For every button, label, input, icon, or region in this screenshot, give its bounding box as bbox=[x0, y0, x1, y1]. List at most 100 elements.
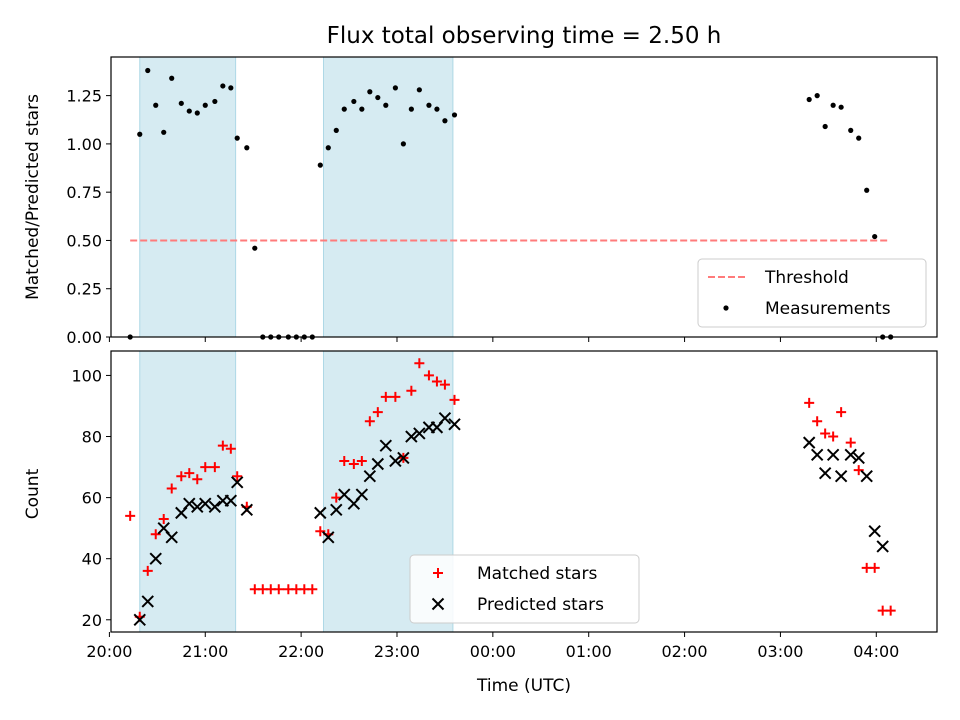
bottom-matched-stars-point-50 bbox=[885, 605, 896, 616]
top-measurements-point-15 bbox=[252, 245, 258, 251]
top-y-tick-label-0: 0.00 bbox=[66, 328, 102, 347]
top-measurements-point-27 bbox=[351, 98, 357, 105]
bottom-matched-stars-point-45 bbox=[845, 437, 856, 448]
bottom-matched-stars-point-9 bbox=[200, 462, 211, 473]
bottom-matched-stars-point-48 bbox=[869, 562, 880, 573]
top-measurements-point-26 bbox=[341, 106, 347, 112]
top-measurements-point-33 bbox=[400, 141, 406, 147]
top-y-tick-label-3: 0.75 bbox=[66, 183, 102, 202]
bottom-matched-stars-point-13 bbox=[232, 471, 243, 482]
bottom-y-tick-label-2: 60 bbox=[82, 489, 102, 508]
top-y-tick-label-5: 1.25 bbox=[66, 87, 102, 106]
bottom-matched-stars-point-37 bbox=[431, 376, 442, 387]
top-legend-label-measurements: Measurements bbox=[765, 299, 891, 319]
top-measurements-point-36 bbox=[426, 102, 432, 108]
bottom-matched-stars-point-8 bbox=[192, 474, 203, 485]
bottom-y-tick-label-1: 40 bbox=[82, 550, 102, 569]
top-measurements-point-28 bbox=[359, 106, 365, 112]
bottom-y-tick-label-4: 100 bbox=[71, 366, 102, 385]
bottom-predicted-stars-point-32 bbox=[810, 448, 824, 462]
bottom-predicted-stars-point-31 bbox=[802, 436, 816, 449]
top-measurements-point-24 bbox=[325, 145, 331, 151]
top-measurements-point-9 bbox=[202, 102, 208, 108]
bottom-legend-handle-matched-stars bbox=[433, 568, 443, 578]
top-y-axis-label: Matched/Predicted stars bbox=[23, 94, 43, 300]
top-measurements-point-42 bbox=[822, 123, 828, 130]
bottom-matched-stars-point-7 bbox=[184, 468, 195, 479]
bottom-x-tick-label-7: 03:00 bbox=[757, 642, 803, 661]
top-measurements-point-44 bbox=[838, 104, 844, 110]
bottom-x-tick-label-0: 20:00 bbox=[86, 642, 132, 661]
bottom-matched-stars-point-35 bbox=[414, 358, 425, 369]
bottom-matched-stars-point-12 bbox=[225, 443, 236, 454]
bottom-matched-stars-point-3 bbox=[150, 529, 161, 540]
bottom-y-axis-label: Count bbox=[23, 468, 43, 519]
top-measurements-point-7 bbox=[186, 108, 192, 114]
top-legend-handle-measurements bbox=[723, 305, 729, 311]
bottom-matched-stars-point-36 bbox=[423, 370, 434, 381]
bottom-matched-stars-point-28 bbox=[356, 455, 367, 466]
bottom-x-tick-label-4: 00:00 bbox=[470, 642, 516, 661]
bottom-legend-handle-predicted-stars bbox=[431, 597, 445, 611]
bottom-matched-stars-point-10 bbox=[209, 462, 220, 473]
bottom-predicted-stars-point-38 bbox=[860, 470, 873, 483]
bottom-matched-stars-point-40 bbox=[804, 397, 815, 408]
bottom-matched-stars-point-25 bbox=[331, 492, 342, 503]
top-measurements-point-12 bbox=[228, 85, 234, 91]
top-measurements-point-29 bbox=[367, 89, 373, 95]
top-measurements-point-2 bbox=[145, 67, 151, 74]
bottom-matched-stars-point-22 bbox=[307, 584, 318, 595]
bottom-predicted-stars-point-9 bbox=[208, 500, 222, 513]
bottom-predicted-stars-point-35 bbox=[834, 470, 848, 483]
top-measurements-point-3 bbox=[153, 102, 159, 108]
top-measurements-point-31 bbox=[383, 102, 389, 108]
chart-title: Flux total observing time = 2.50 h bbox=[327, 23, 722, 49]
bottom-matched-stars-point-44 bbox=[836, 407, 847, 418]
top-axes-frame bbox=[110, 56, 938, 338]
top-measurements-point-1 bbox=[137, 131, 143, 137]
top-measurements-point-5 bbox=[169, 75, 175, 81]
bottom-predicted-stars-point-29 bbox=[438, 411, 452, 425]
bottom-y-tick-label-0: 20 bbox=[82, 611, 102, 630]
top-measurements-point-4 bbox=[161, 129, 167, 135]
bottom-matched-stars-point-29 bbox=[364, 416, 375, 427]
bottom-predicted-stars-point-33 bbox=[818, 466, 832, 480]
bottom-matched-stars-point-6 bbox=[176, 471, 187, 482]
top-legend: Threshold Measurements bbox=[697, 258, 927, 328]
top-shaded-interval-1 bbox=[322, 56, 454, 338]
bottom-shaded-interval-0 bbox=[139, 350, 237, 633]
bottom-matched-stars-point-11 bbox=[217, 440, 228, 451]
bottom-matched-stars-point-2 bbox=[142, 565, 153, 576]
top-measurements-point-37 bbox=[434, 106, 440, 112]
bottom-legend-box bbox=[409, 554, 640, 624]
bottom-predicted-stars-point-7 bbox=[191, 500, 204, 513]
bottom-matched-stars-point-43 bbox=[828, 431, 839, 442]
top-y-tick-label-1: 0.25 bbox=[66, 280, 102, 299]
bottom-predicted-stars-point-22 bbox=[379, 439, 393, 452]
bottom-predicted-stars-point-37 bbox=[852, 451, 865, 465]
bottom-predicted-stars-point-24 bbox=[397, 451, 410, 465]
top-measurements-point-32 bbox=[392, 85, 398, 91]
bottom-matched-stars-point-31 bbox=[380, 391, 391, 402]
bottom-matched-stars-point-4 bbox=[158, 513, 169, 524]
bottom-predicted-stars-point-26 bbox=[413, 427, 426, 440]
bottom-x-tick-label-2: 22:00 bbox=[278, 642, 324, 661]
top-measurements-point-40 bbox=[806, 96, 812, 103]
bottom-predicted-stars-point-2 bbox=[149, 552, 162, 565]
bottom-matched-stars-point-32 bbox=[390, 391, 401, 402]
bottom-predicted-stars-point-34 bbox=[826, 448, 840, 462]
top-measurements-point-46 bbox=[856, 135, 862, 141]
top-measurements-point-13 bbox=[234, 135, 240, 141]
bottom-panel: 20 40 60 80 100 20:00 21:00 22:00 23:00 00:00 01:0… bbox=[71, 350, 938, 661]
bottom-predicted-stars-point-0 bbox=[133, 613, 146, 626]
top-measurements-point-25 bbox=[333, 127, 339, 133]
bottom-predicted-stars-point-30 bbox=[448, 418, 461, 431]
top-measurements-point-14 bbox=[244, 145, 250, 151]
bottom-predicted-stars-point-1 bbox=[141, 595, 154, 608]
bottom-predicted-stars-point-11 bbox=[224, 494, 238, 507]
bottom-predicted-stars-point-21 bbox=[371, 457, 385, 471]
bottom-predicted-stars-point-14 bbox=[314, 506, 327, 520]
bottom-x-tick-label-6: 02:00 bbox=[662, 642, 708, 661]
bottom-legend-label-predicted-stars: Predicted stars bbox=[477, 595, 604, 615]
